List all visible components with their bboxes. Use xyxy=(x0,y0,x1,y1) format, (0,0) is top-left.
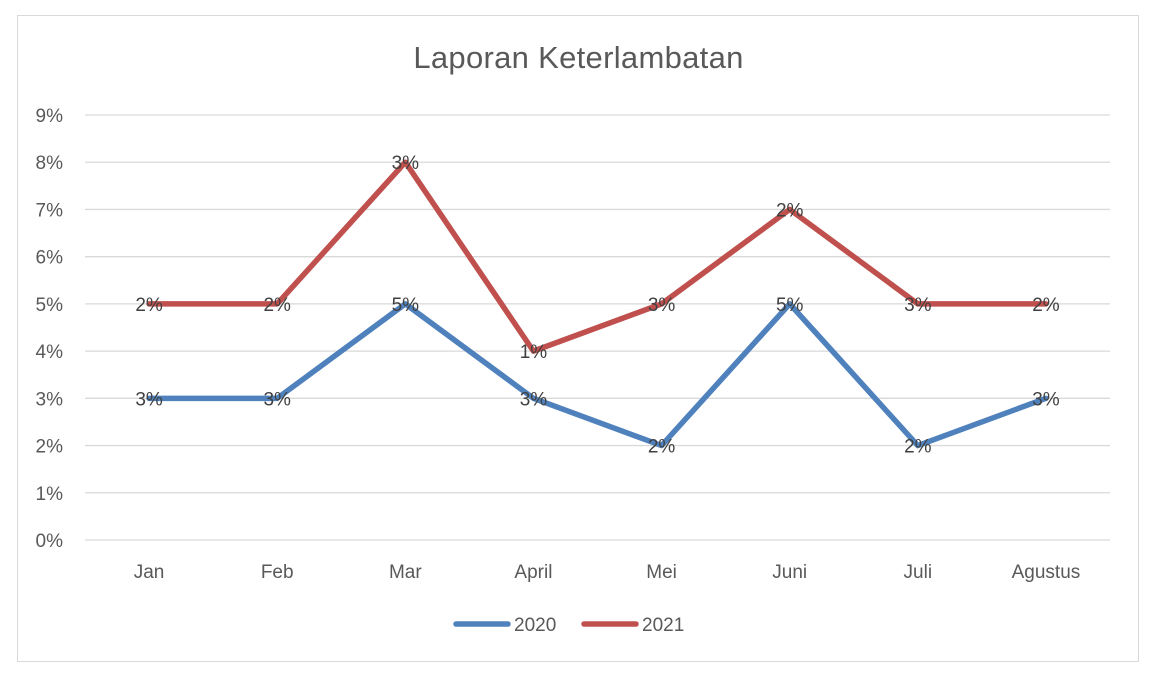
chart-title: Laporan Keterlambatan xyxy=(413,40,744,75)
y-tick-label: 2% xyxy=(36,437,64,458)
series-line-2020 xyxy=(146,301,1049,449)
data-label: 2% xyxy=(263,295,291,316)
y-tick-label: 4% xyxy=(36,342,64,363)
x-tick-label: Mar xyxy=(389,562,422,583)
x-tick-label: Juni xyxy=(772,562,807,583)
y-tick-label: 8% xyxy=(36,153,64,174)
data-label: 2% xyxy=(904,437,932,458)
data-label: 3% xyxy=(392,153,420,174)
y-tick-label: 7% xyxy=(36,200,64,221)
data-label: 3% xyxy=(263,389,291,410)
x-tick-label: Agustus xyxy=(1012,562,1081,583)
data-label: 2% xyxy=(135,295,163,316)
x-axis-ticks: Jan Feb Mar April Mei Juni Juli Agustus xyxy=(134,562,1081,583)
x-tick-label: April xyxy=(514,562,552,583)
legend-label-2020: 2020 xyxy=(514,615,556,636)
x-tick-label: Juli xyxy=(904,562,933,583)
y-tick-label: 3% xyxy=(36,389,64,410)
data-label: 3% xyxy=(135,389,163,410)
y-tick-label: 1% xyxy=(36,484,64,505)
data-label: 5% xyxy=(776,295,804,316)
data-label: 3% xyxy=(520,389,548,410)
series-line-2021 xyxy=(146,159,1049,354)
data-label: 2% xyxy=(1032,295,1060,316)
data-label: 1% xyxy=(520,342,548,363)
y-tick-label: 6% xyxy=(36,248,64,269)
y-tick-label: 9% xyxy=(36,106,64,127)
data-label: 3% xyxy=(904,295,932,316)
legend-label-2021: 2021 xyxy=(642,615,684,636)
data-label: 3% xyxy=(1032,389,1060,410)
data-label: 2% xyxy=(648,437,676,458)
series-lines xyxy=(146,159,1049,449)
chart-frame xyxy=(17,15,1139,662)
x-tick-label: Jan xyxy=(134,562,165,583)
y-axis-ticks: 0% 1% 2% 3% 4% 5% 6% 7% 8% 9% xyxy=(36,106,64,552)
data-label: 5% xyxy=(392,295,420,316)
y-tick-label: 5% xyxy=(36,295,64,316)
data-label: 3% xyxy=(648,295,676,316)
legend: 2020 2021 xyxy=(453,615,684,636)
data-labels: 3% 3% 5% 3% 2% 5% 2% 3% 2% 2% 3% 1% 3% 2% 3% 2% xyxy=(135,153,1059,457)
y-tick-label: 0% xyxy=(36,531,64,552)
x-tick-label: Feb xyxy=(261,562,294,583)
data-label: 2% xyxy=(776,200,804,221)
x-tick-label: Mei xyxy=(646,562,677,583)
